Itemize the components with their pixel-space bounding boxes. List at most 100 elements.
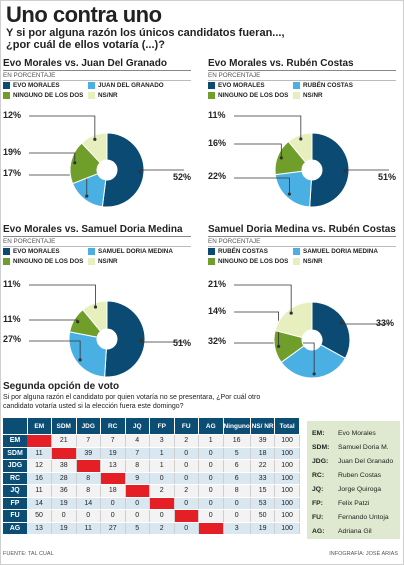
diagonal-cell	[125, 484, 150, 498]
leader-dot	[93, 305, 98, 309]
key-name: Adriana Gil	[338, 528, 372, 535]
pie-chart	[29, 284, 184, 378]
column-header: FP	[149, 418, 175, 435]
diagonal-cell	[149, 497, 175, 510]
table-cell: 0	[174, 497, 199, 510]
legend-item: RUBÉN COSTAS	[208, 248, 268, 255]
legend-item: NINGUNO DE LOS DOS	[3, 92, 83, 99]
table-cell: 4	[125, 434, 150, 448]
leader-dot	[339, 321, 343, 325]
row-header: SDM	[3, 447, 27, 460]
leader-dot	[343, 169, 347, 173]
pie-subtitle: EN PORCENTAJE	[3, 72, 56, 79]
leader-dot	[73, 161, 77, 165]
second-option-subtitle: Si por alguna razón el candidato por qui…	[3, 394, 261, 410]
key-row: JQ: Jorge Quiroga	[312, 486, 381, 493]
table-cell: 100	[274, 497, 300, 510]
pie-label-b: 27%	[3, 334, 22, 344]
pie-label-b: 22%	[208, 171, 227, 181]
table-cell: 18	[250, 447, 276, 460]
table-cell: 19	[100, 447, 126, 460]
leader-line	[29, 284, 96, 308]
legend-item: NS/NR	[88, 92, 118, 99]
table-cell: 14	[76, 497, 101, 510]
key-row: FP: Felix Patzi	[312, 500, 369, 507]
legend-item: NS/NR	[293, 92, 323, 99]
pie-label-none: 19%	[3, 147, 22, 157]
table-cell: 100	[274, 459, 300, 473]
table-cell: 50	[27, 509, 52, 523]
table-row: SDM 11 39 19 7 1 0 0 5 18 100	[3, 447, 300, 460]
table-cell: 0	[223, 497, 251, 510]
table-cell: 39	[76, 447, 101, 460]
table-cell: 12	[27, 459, 52, 473]
legend-item: SAMUEL DORIA MEDINA	[293, 248, 378, 255]
pie-label-none: 16%	[208, 138, 227, 148]
leader-line	[234, 342, 315, 374]
slice-nsnr	[287, 132, 313, 163]
legend-item: NS/NR	[88, 258, 118, 265]
pie-label-nsnr: 11%	[208, 110, 226, 120]
table-cell: 1	[149, 459, 175, 473]
table-cell: 8	[223, 484, 251, 498]
table-cell: 11	[27, 484, 52, 498]
table-cell: 0	[198, 484, 224, 498]
table-cell: 7	[76, 434, 101, 448]
column-header: RC	[100, 418, 126, 435]
key-abbr: JDG:	[312, 458, 329, 465]
pie-title: Evo Morales vs. Juan Del Granado	[3, 58, 167, 69]
table-cell: 0	[198, 509, 224, 523]
pie-label-none: 14%	[208, 306, 227, 316]
table-cell: 9	[125, 472, 150, 485]
slice-b	[280, 344, 346, 379]
key-abbr: EM:	[312, 430, 325, 437]
table-cell: 16	[223, 434, 251, 448]
legend-item: NINGUNO DE LOS DOS	[208, 92, 288, 99]
table-cell: 11	[27, 447, 52, 460]
column-header: Total	[274, 418, 300, 435]
row-header: FU	[3, 509, 27, 523]
table-cell: 0	[223, 509, 251, 523]
table-cell: 100	[274, 434, 300, 448]
slice-nsnr	[274, 301, 313, 339]
table-cell: 0	[76, 509, 101, 523]
table-cell: 0	[198, 472, 224, 485]
column-header: EM	[27, 418, 52, 435]
table-cell: 0	[149, 472, 175, 485]
pie-title: Evo Morales vs. Samuel Doria Medina	[3, 224, 183, 235]
question-line-1: Y si por alguna razón los únicos candida…	[6, 27, 285, 39]
table-cell: 5	[125, 522, 150, 535]
diagonal-cell	[100, 472, 126, 485]
row-header: EM	[3, 434, 27, 448]
second-option-title: Segunda opción de voto	[3, 381, 120, 392]
slice-a	[311, 301, 351, 359]
table-cell: 1	[149, 447, 175, 460]
table-cell: 33	[250, 472, 276, 485]
pie-subtitle: EN PORCENTAJE	[3, 238, 56, 245]
table-cell: 6	[223, 459, 251, 473]
key-name: Ruben Costas	[338, 472, 382, 479]
column-header: Ninguno	[223, 418, 251, 435]
diagonal-cell	[51, 447, 77, 460]
leader-dot	[277, 344, 281, 348]
table-row: RC 16 28 8 9 0 0 0 6 33 100	[3, 472, 300, 485]
table-cell: 21	[51, 434, 77, 448]
table-cell: 0	[198, 497, 224, 510]
key-row: RC: Ruben Costas	[312, 472, 381, 479]
pie-panel-2: Evo Morales vs. Rubén Costas EN PORCENTA…	[208, 58, 401, 208]
table-cell: 19	[250, 522, 276, 535]
credit-note: INFOGRAFÍA: JOSÉ ARIAS	[329, 551, 398, 557]
table-row: FU 50 0 0 0 0 0 0 0 50 100	[3, 509, 300, 523]
slice-a	[101, 132, 145, 208]
leader-line	[234, 284, 292, 314]
key-name: Evo Morales	[338, 430, 376, 437]
leader-dot	[287, 192, 292, 196]
legend-item: EVO MORALES	[208, 82, 265, 89]
table-cell: 1	[198, 434, 224, 448]
column-header: SDM	[51, 418, 77, 435]
pie-label-b: 17%	[3, 168, 22, 178]
row-header: AG	[3, 522, 27, 535]
legend-item: RUBÉN COSTAS	[293, 82, 353, 89]
pie-label-b: 32%	[208, 336, 227, 346]
key-abbr: RC:	[312, 472, 325, 479]
